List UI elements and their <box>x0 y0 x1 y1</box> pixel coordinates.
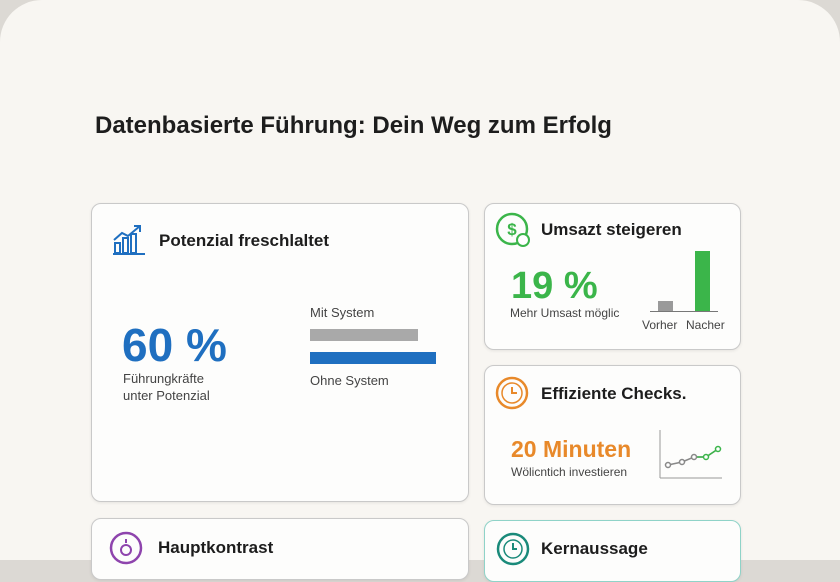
icon-clock <box>495 376 529 410</box>
bar-blue <box>310 352 436 364</box>
card-figure: 60 % <box>122 319 227 371</box>
icon-money: $ <box>495 212 530 247</box>
card <box>91 518 469 580</box>
icon-clock <box>496 532 530 566</box>
page-title: Datenbasierte Führung: Dein Weg zum Erfo… <box>95 112 612 139</box>
icon-target <box>109 531 143 565</box>
svg-text:$: $ <box>507 220 517 239</box>
bar-green <box>695 251 710 311</box>
chart-label: Nacher <box>686 318 725 332</box>
card-heading: Umsazt steigeren <box>541 220 682 239</box>
chart-label: Ohne System <box>310 373 389 388</box>
card-caption: Wölicntich investieren <box>511 465 628 479</box>
card-heading: Kernaussage <box>541 539 648 558</box>
bar-gray <box>310 329 418 341</box>
card-caption: Mehr Umsast möglic <box>510 306 620 320</box>
card-figure: 20 Minuten <box>511 436 632 462</box>
bar-gray <box>658 301 673 311</box>
card-caption: Führungkräfte <box>123 371 204 386</box>
card-figure: 19 % <box>511 265 598 307</box>
sparkline <box>659 430 722 479</box>
card-heading: Hauptkontrast <box>158 538 274 557</box>
chart-label: Mit System <box>310 305 375 320</box>
baseline <box>650 311 718 312</box>
card-heading: Potenzial freschlaltet <box>159 231 330 250</box>
chart-label: Vorher <box>642 318 678 332</box>
card-caption: unter Potenzial <box>123 388 210 403</box>
icon-chart <box>113 225 145 255</box>
card-heading: Effiziente Checks. <box>541 384 687 403</box>
